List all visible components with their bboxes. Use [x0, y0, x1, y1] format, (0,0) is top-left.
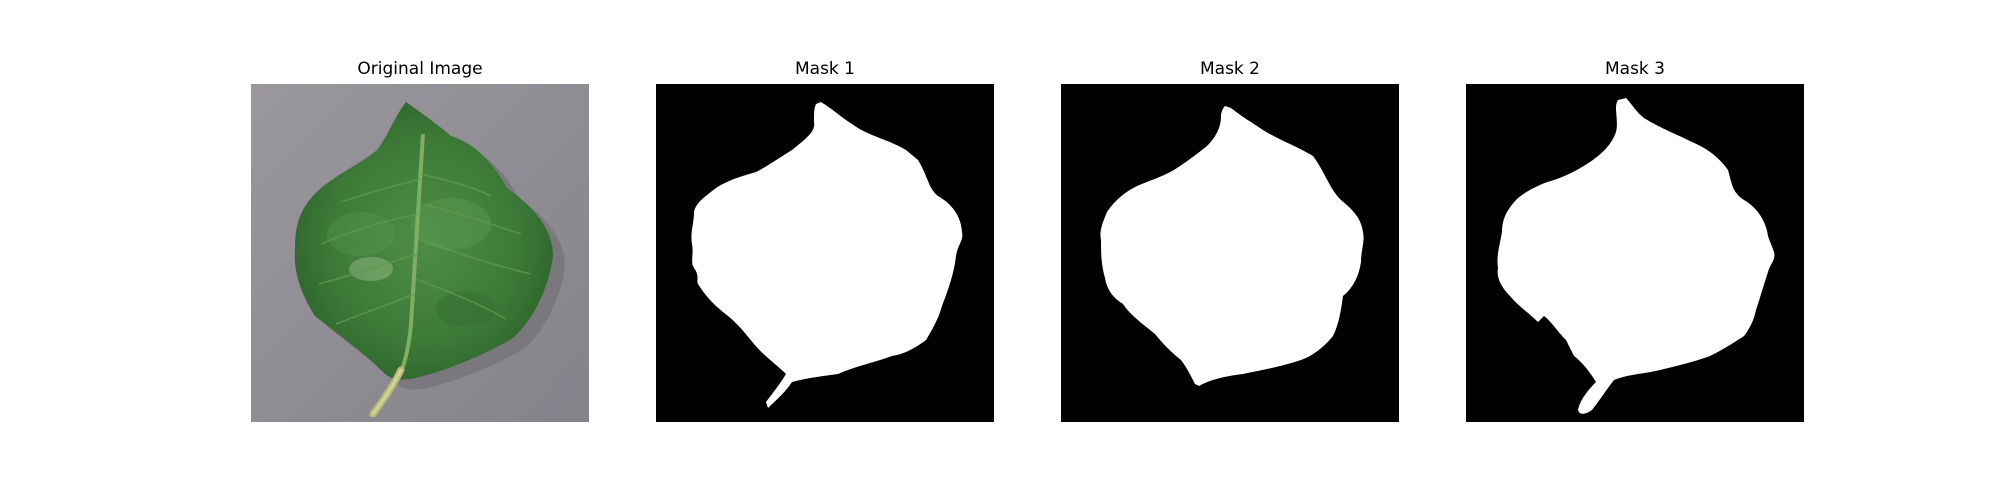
- panel-mask-1: Mask 1: [656, 0, 994, 425]
- leaf-highlight: [411, 198, 491, 250]
- mask-image: [1466, 84, 1804, 422]
- panel-title: Mask 2: [1199, 59, 1260, 79]
- mask-foreground: [1497, 98, 1775, 414]
- mask-image: [656, 84, 994, 422]
- leaf-stem-highlight: [371, 368, 403, 416]
- leaf-photo: [251, 84, 589, 422]
- panel-original-image: Original Image: [251, 0, 589, 425]
- leaf-veins: [318, 173, 532, 325]
- mask-foreground: [691, 102, 963, 408]
- panel-title: Mask 3: [1604, 59, 1665, 79]
- leaf-shade: [436, 291, 496, 327]
- panel-title: Original Image: [357, 59, 483, 79]
- panel-title: Mask 1: [794, 59, 855, 79]
- leaf-highlight: [327, 212, 395, 256]
- panel-mask-3: Mask 3: [1466, 0, 1804, 425]
- panel-mask-2: Mask 2: [1061, 0, 1399, 425]
- mask-image: [1061, 84, 1399, 422]
- mask-foreground: [1100, 106, 1364, 386]
